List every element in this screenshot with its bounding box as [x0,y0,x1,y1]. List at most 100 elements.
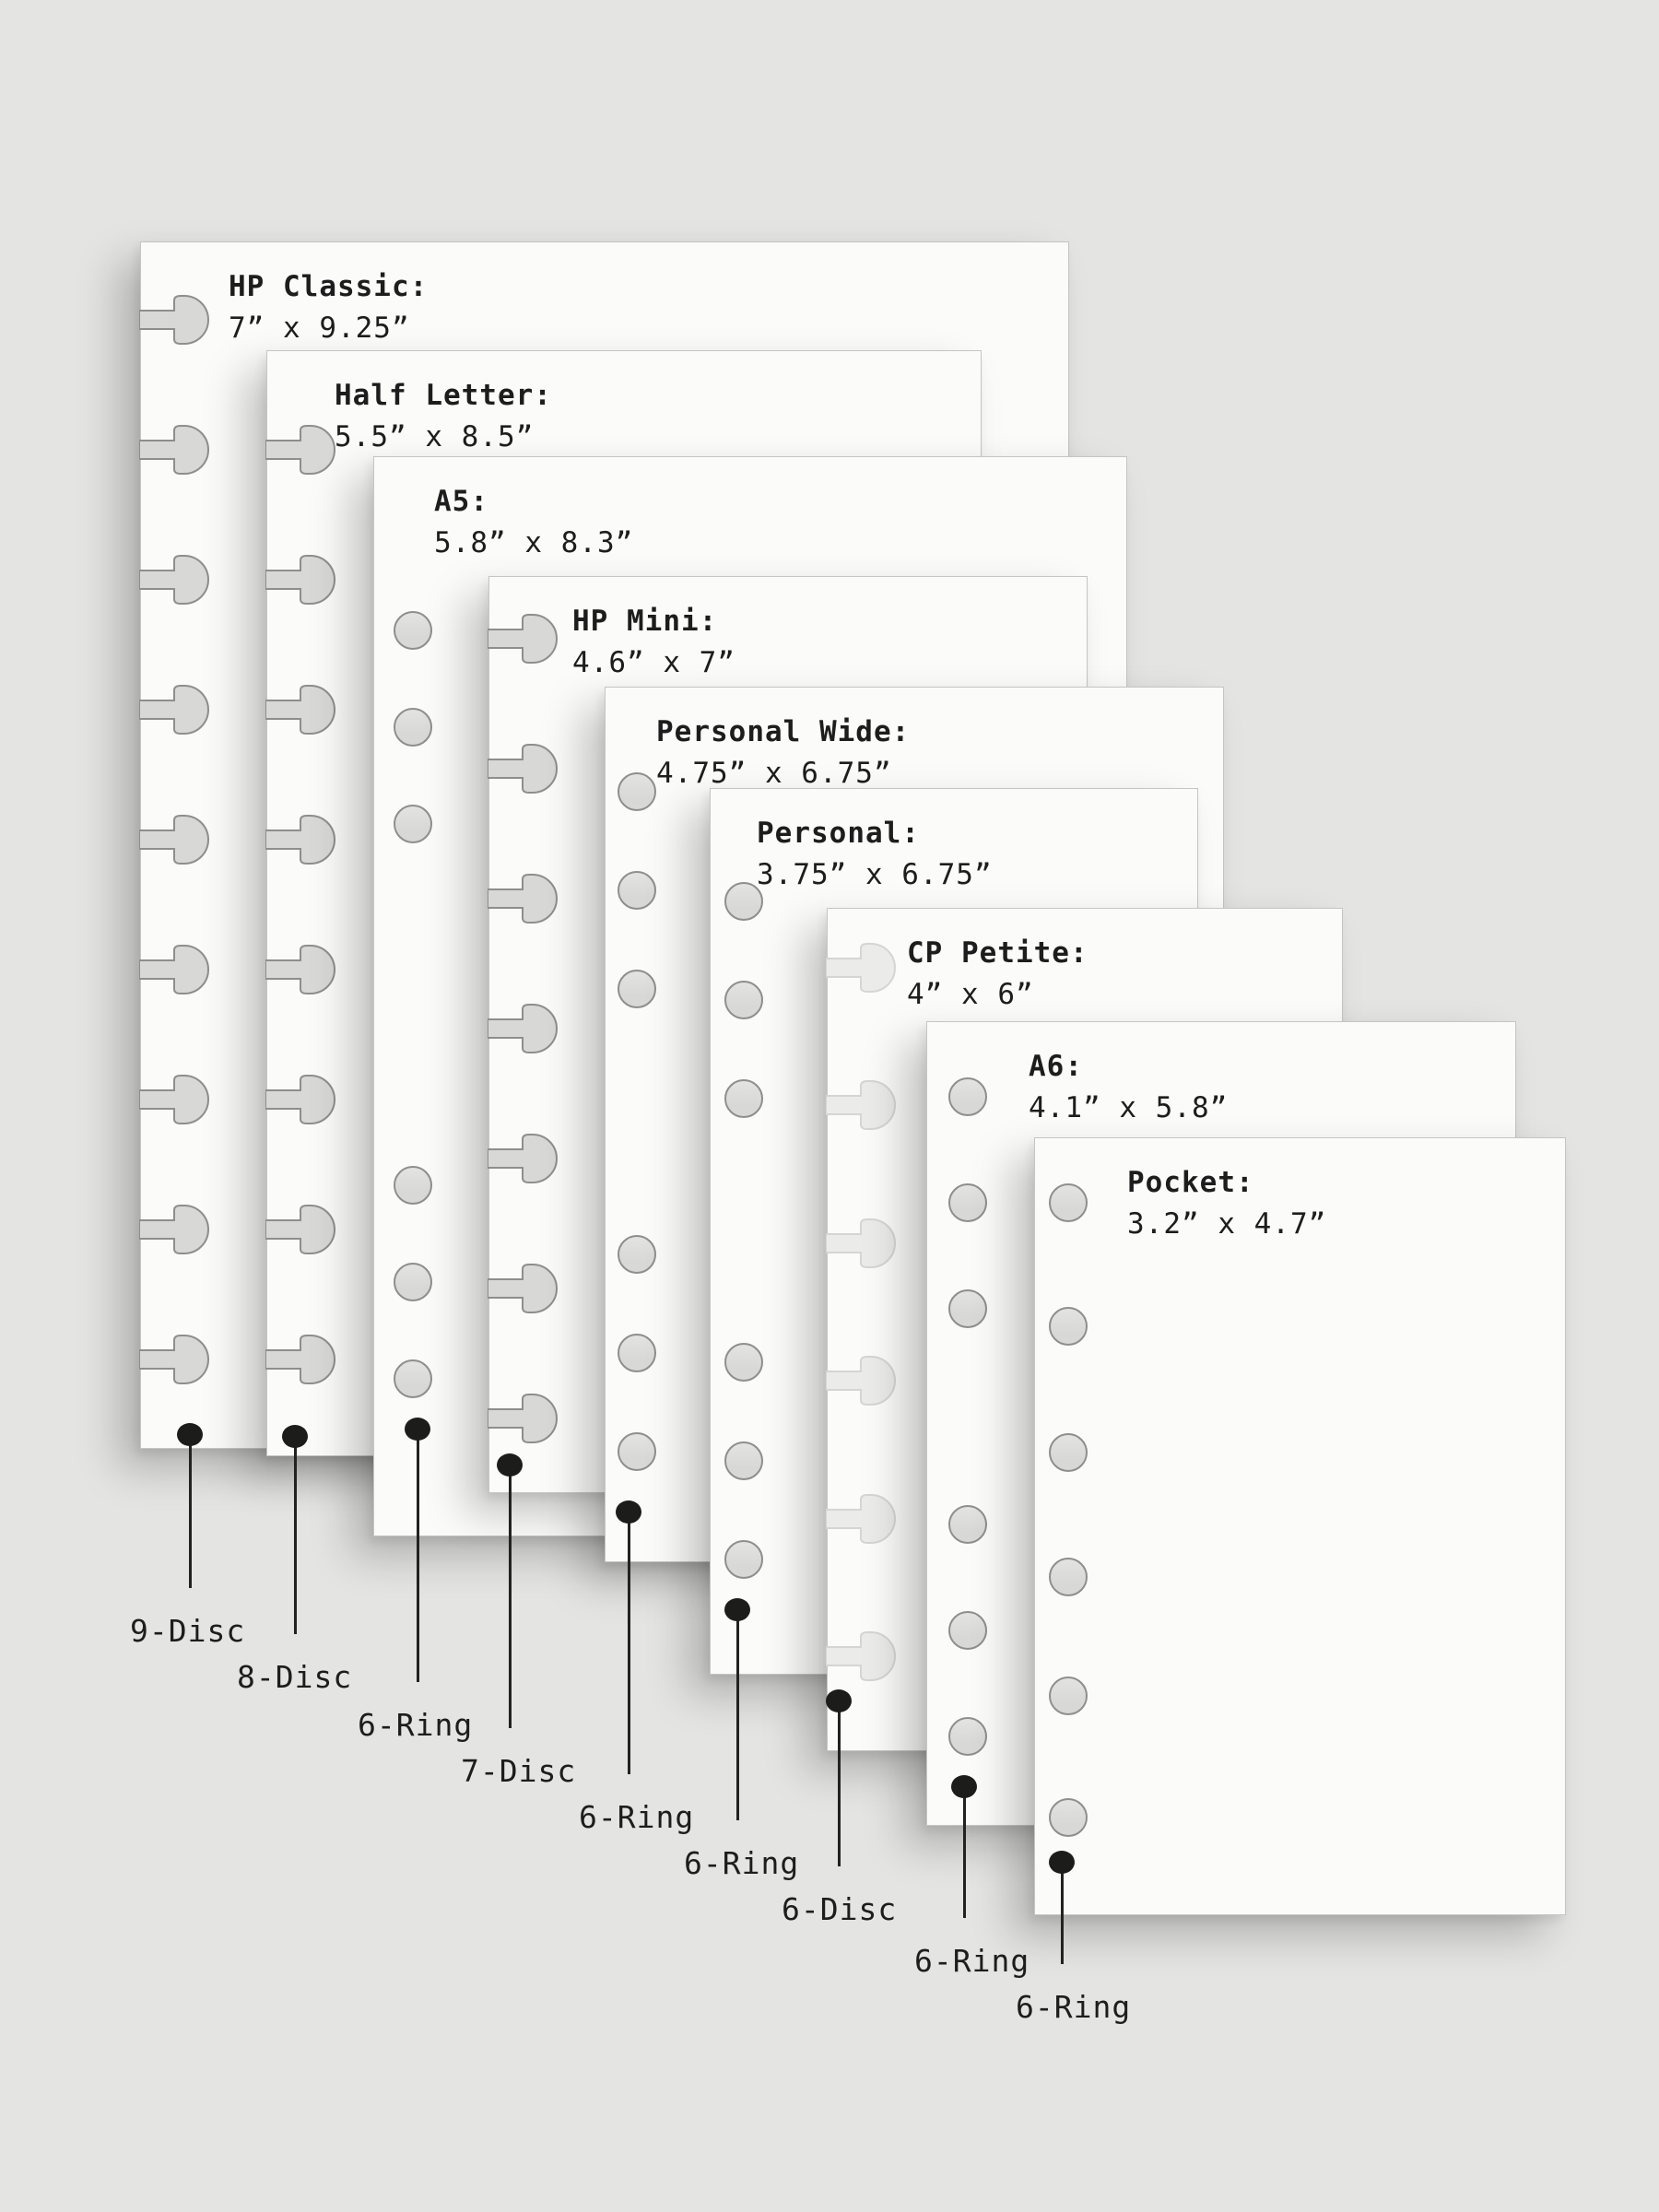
ring-hole-icon [948,1717,987,1756]
callout-label: 7-Disc [461,1753,577,1789]
sheet-title: HP Mini: [572,605,718,638]
disc-notch-icon [139,553,213,606]
ring-hole-icon [618,772,656,811]
ring-hole-icon [724,1441,763,1480]
sheet-label: Half Letter: 5.5” x 8.5” [335,375,552,458]
sheet-label: A6: 4.1” x 5.8” [1029,1046,1228,1129]
disc-notch-icon [139,1203,213,1256]
sheet-dims: 7” x 9.25” [229,312,410,345]
callout-label: 6-Disc [782,1891,898,1927]
ring-hole-icon [1049,1433,1088,1472]
disc-notch-icon [826,1354,900,1407]
disc-notch-icon [139,293,213,347]
disc-notch-icon [139,943,213,996]
callout-label: 8-Disc [237,1659,353,1695]
disc-notch-icon [139,813,213,866]
sheet-title: Personal Wide: [656,715,911,748]
sheet-dims: 4” x 6” [907,978,1034,1011]
callout-line [188,1434,192,1588]
disc-notch-icon [265,1333,339,1386]
sheet-dims: 3.75” x 6.75” [757,858,993,891]
callout-label: 6-Ring [1016,1989,1132,2025]
disc-notch-icon [488,742,561,795]
ring-hole-icon [618,871,656,910]
ring-hole-icon [394,1166,432,1205]
ring-hole-icon [948,1183,987,1222]
sheet-label: HP Classic: 7” x 9.25” [229,266,428,349]
disc-notch-icon [488,872,561,925]
ring-hole-icon [1049,1798,1088,1837]
ring-hole-icon [618,970,656,1008]
ring-hole-icon [724,1540,763,1579]
sheet-dims: 5.8” x 8.3” [434,526,634,559]
ring-hole-icon [1049,1558,1088,1596]
sheet-dims: 4.75” x 6.75” [656,757,892,790]
callout-label: 6-Ring [684,1845,800,1881]
disc-notch-icon [826,1630,900,1683]
disc-notch-icon [488,1392,561,1445]
callout-label: 9-Disc [130,1613,246,1649]
sheet-dims: 5.5” x 8.5” [335,420,535,453]
ring-hole-icon [394,611,432,650]
sheet-label: HP Mini: 4.6” x 7” [572,601,735,684]
ring-hole-icon [724,1343,763,1382]
disc-notch-icon [826,1217,900,1270]
ring-hole-icon [948,1077,987,1116]
sheet-label: Personal Wide: 4.75” x 6.75” [656,712,910,794]
ring-hole-icon [1049,1183,1088,1222]
sheet-title: A6: [1029,1050,1083,1083]
disc-notch-icon [265,813,339,866]
disc-notch-icon [488,1132,561,1185]
ring-hole-icon [618,1334,656,1372]
sheet-title: CP Petite: [907,936,1088,970]
sheet-title: HP Classic: [229,270,429,303]
disc-notch-icon [139,1073,213,1126]
callout-label: 6-Ring [914,1943,1030,1979]
ring-hole-icon [618,1235,656,1274]
disc-notch-icon [139,423,213,477]
disc-notch-icon [265,683,339,736]
ring-hole-icon [948,1611,987,1650]
disc-notch-icon [265,553,339,606]
sheet-dims: 3.2” x 4.7” [1127,1207,1327,1241]
sheet-pocket: Pocket: 3.2” x 4.7” [1034,1137,1566,1915]
sheet-label: Pocket: 3.2” x 4.7” [1127,1162,1326,1245]
ring-hole-icon [724,981,763,1019]
disc-notch-icon [265,1073,339,1126]
disc-notch-icon [139,683,213,736]
ring-hole-icon [394,1263,432,1301]
sheet-title: Personal: [757,817,920,850]
disc-notch-icon [826,1492,900,1546]
ring-hole-icon [724,1079,763,1118]
sheet-label: A5: 5.8” x 8.3” [434,481,633,564]
ring-hole-icon [948,1505,987,1544]
ring-hole-icon [1049,1307,1088,1346]
disc-notch-icon [265,1203,339,1256]
sheet-label: Personal: 3.75” x 6.75” [757,813,993,896]
sheet-label: CP Petite: 4” x 6” [907,933,1088,1016]
disc-notch-icon [488,1262,561,1315]
callout-label: 6-Ring [358,1707,474,1743]
ring-hole-icon [948,1289,987,1328]
sheet-dims: 4.1” x 5.8” [1029,1091,1229,1124]
callout-label: 6-Ring [579,1799,695,1835]
ring-hole-icon [394,1359,432,1398]
sheet-dims: 4.6” x 7” [572,646,735,679]
ring-hole-icon [724,882,763,921]
disc-notch-icon [488,612,561,665]
disc-notch-icon [265,943,339,996]
callout-line [293,1436,297,1634]
ring-hole-icon [618,1432,656,1471]
disc-notch-icon [265,423,339,477]
ring-hole-icon [394,708,432,747]
ring-hole-icon [1049,1677,1088,1715]
sheet-title: Pocket: [1127,1166,1254,1199]
disc-notch-icon [488,1002,561,1055]
disc-notch-icon [826,1078,900,1132]
disc-notch-icon [826,941,900,994]
disc-notch-icon [139,1333,213,1386]
ring-hole-icon [394,805,432,843]
sheet-title: A5: [434,485,488,518]
sheet-title: Half Letter: [335,379,552,412]
